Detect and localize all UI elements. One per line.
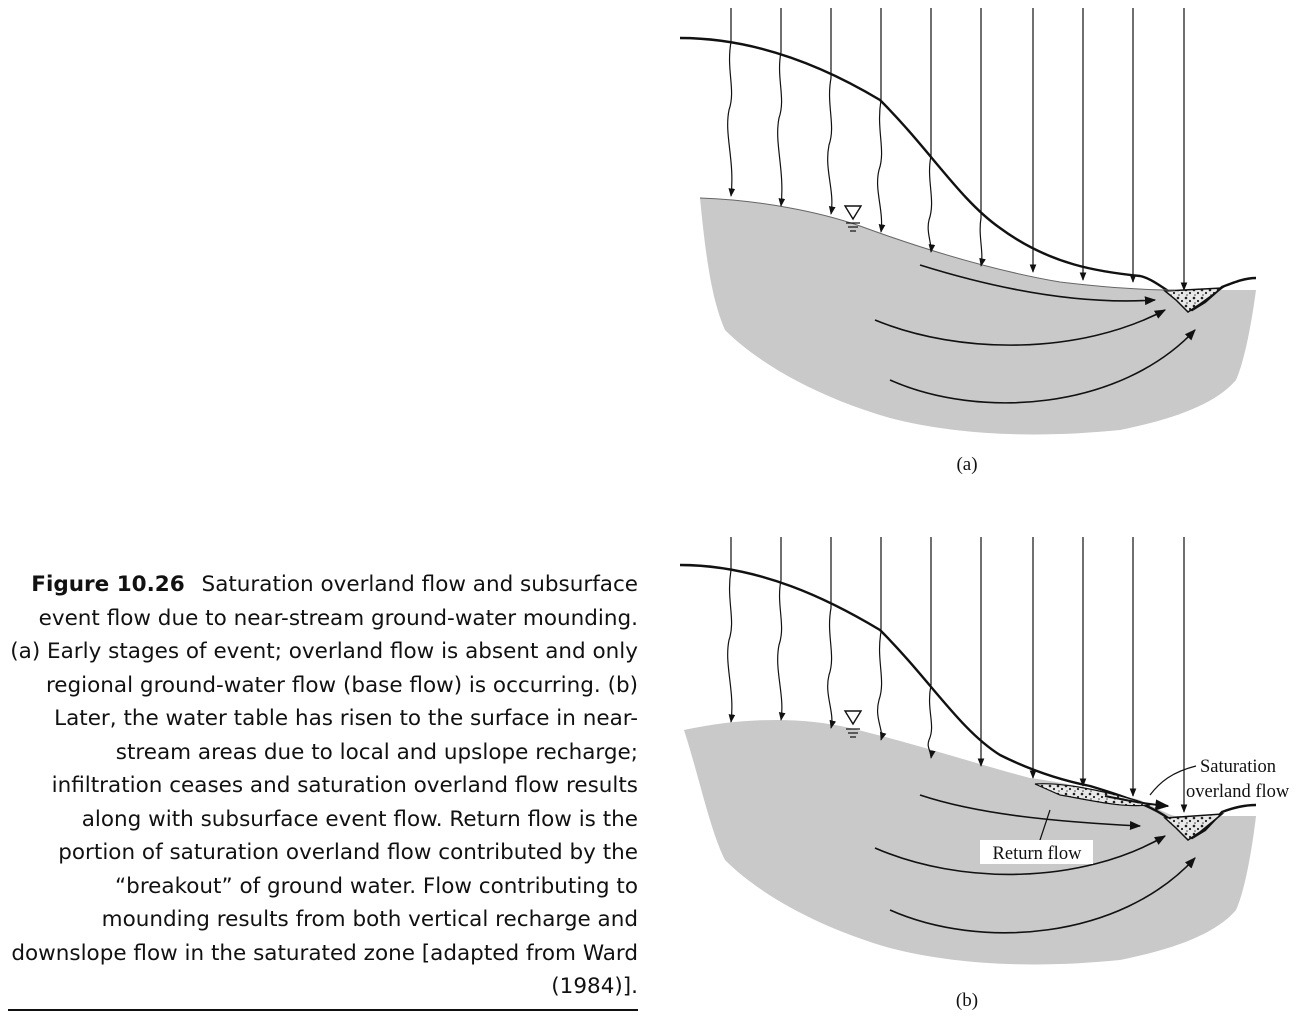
saturated-zone-b: [684, 719, 1256, 965]
water-table-marker-b: [843, 710, 863, 738]
rainfall-arrows-a: [727, 8, 1188, 291]
water-table-a: [699, 197, 1176, 291]
stream-channel-a: [1163, 287, 1225, 313]
inverted-triangle-water-table-icon: [843, 710, 863, 726]
saturation-overland-flow-arrow: [1104, 795, 1170, 811]
return-flow-label-bg: [980, 840, 1093, 864]
figure-label: Figure 10.26: [31, 572, 185, 597]
inverted-triangle-water-table-icon: [843, 205, 863, 221]
caption-text: Saturation overland flow and subsurface …: [10, 572, 638, 999]
figure-caption: Figure 10.26 Saturation overland flow an…: [6, 568, 638, 1004]
water-table-marker-a: [843, 205, 863, 232]
stream-channel-b: [1163, 813, 1225, 841]
rainfall-arrows-b: [727, 537, 1188, 813]
saturation-leader-line: [1149, 765, 1197, 796]
panel-b: Return flow Saturation overland flow (b): [679, 537, 1290, 1011]
panel-a: (a): [679, 8, 1257, 475]
saturation-overland-flow-label-line2: overland flow: [1186, 782, 1290, 802]
return-flow-label: Return flow: [993, 844, 1083, 864]
saturation-overland-flow-label-line1: Saturation: [1200, 757, 1276, 777]
saturated-zone-a: [700, 198, 1256, 435]
caption-rule: [8, 1009, 638, 1011]
groundwater-flow-arrows-b: [874, 794, 1196, 934]
panel-a-label: (a): [956, 454, 977, 475]
panel-b-label: (b): [956, 990, 978, 1011]
groundwater-flow-arrows-a: [874, 264, 1196, 404]
